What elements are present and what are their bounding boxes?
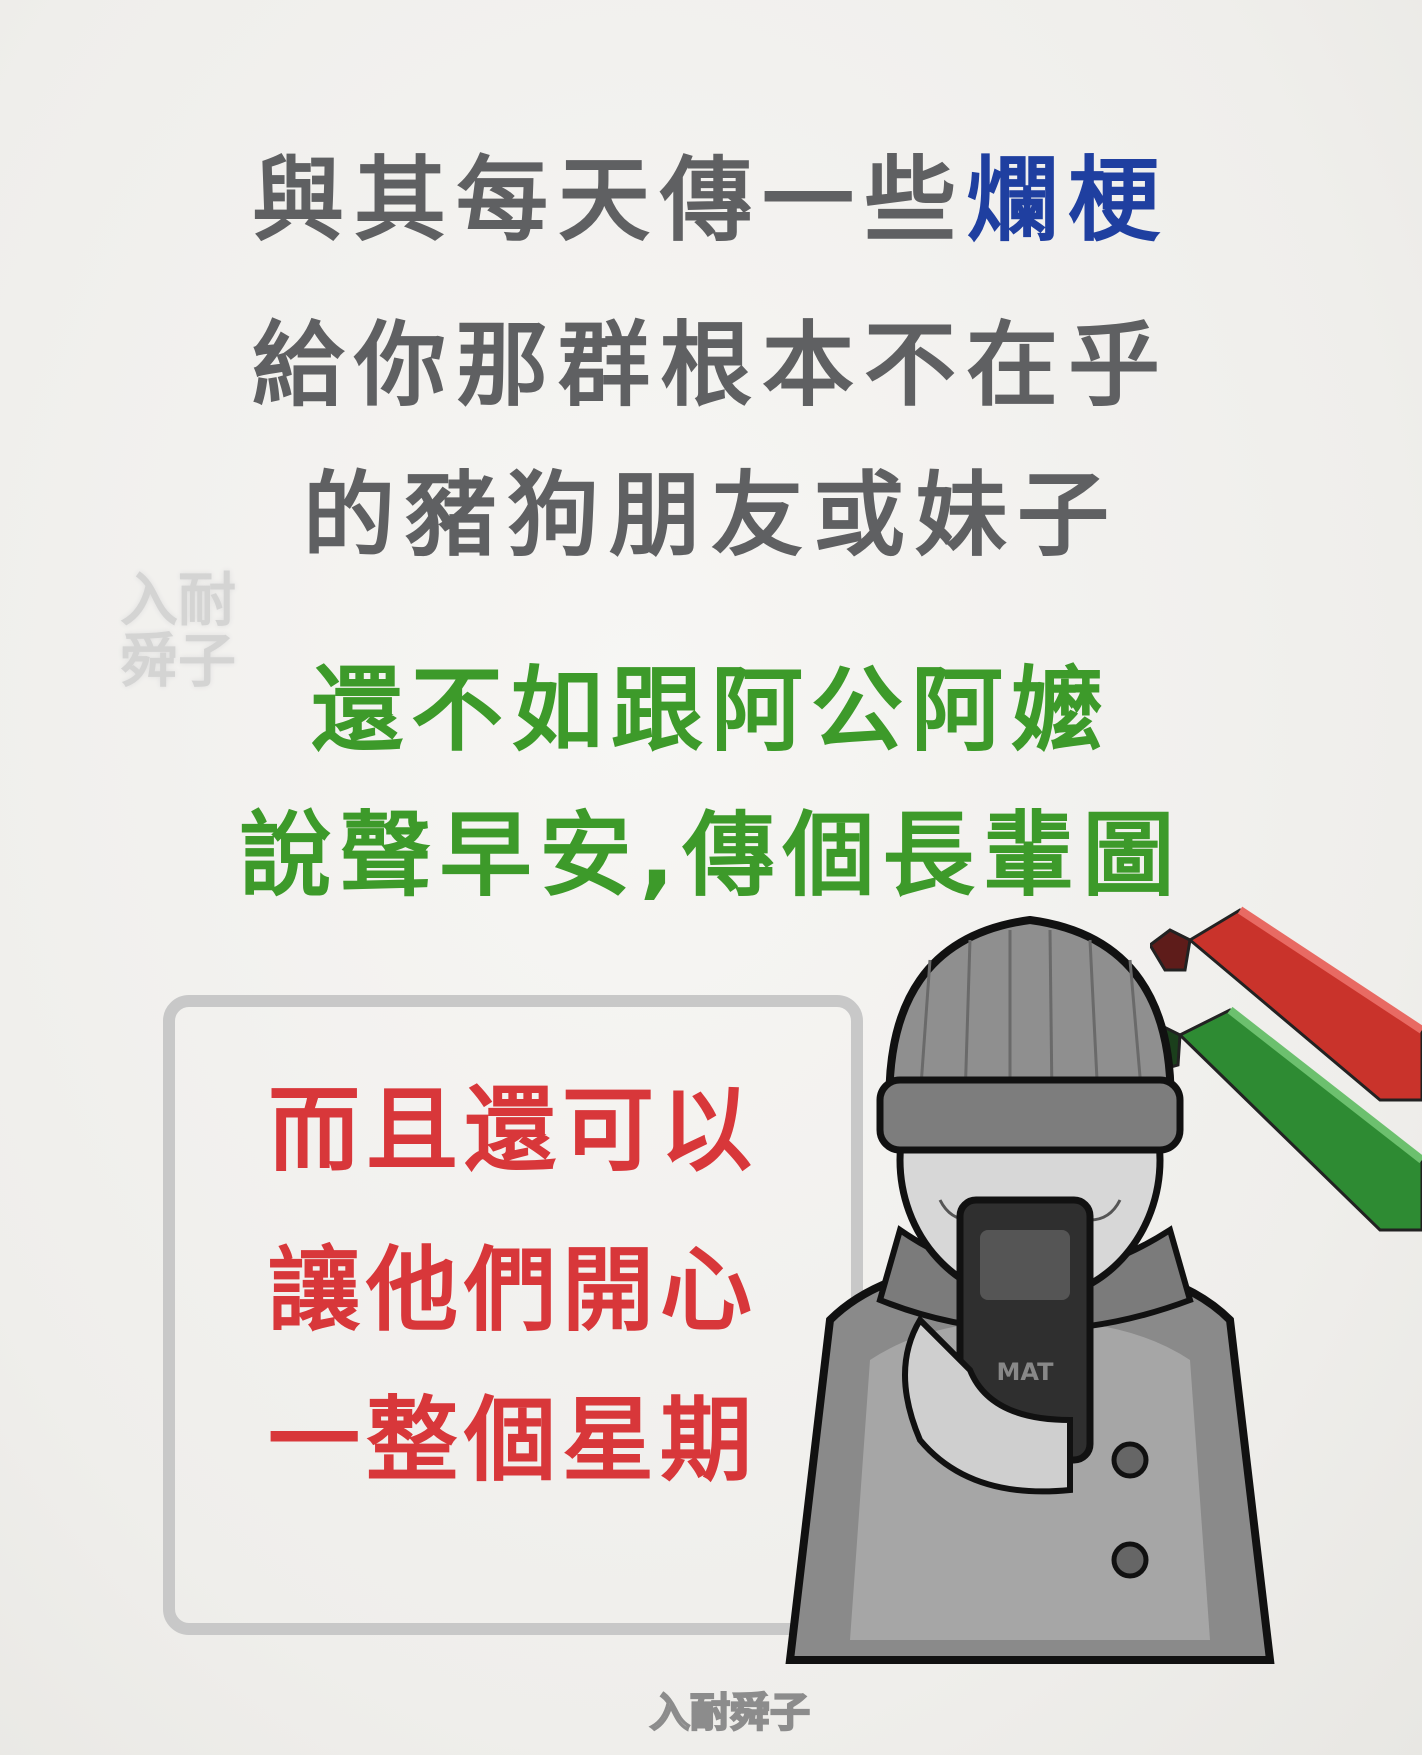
hat-brim bbox=[876, 1076, 1184, 1154]
line-1-gray-text: 與其每天傳一些 bbox=[251, 147, 966, 254]
box-line-1: 而且還可以 bbox=[267, 1077, 758, 1184]
hat-shape bbox=[885, 915, 1175, 1124]
line-1: 與其每天傳一些爛梗 bbox=[0, 155, 1422, 247]
line-4: 還不如跟阿公阿嬤 bbox=[310, 657, 1111, 764]
phone-screen bbox=[980, 1230, 1070, 1300]
watermark-bottom: 入耐舜子 bbox=[649, 1689, 811, 1737]
line-1-blue-text: 爛梗 bbox=[966, 147, 1171, 254]
watermark-left-top: 入耐 bbox=[119, 566, 236, 634]
red-marker bbox=[1150, 906, 1422, 1102]
box-line-2: 讓他們開心 bbox=[267, 1237, 758, 1344]
watermark-left: 入耐 舜子 bbox=[78, 570, 278, 780]
phone-label: MAT bbox=[997, 1358, 1055, 1386]
coat-button-1 bbox=[1111, 1441, 1149, 1479]
hand-shape bbox=[902, 1315, 1073, 1495]
callout-box bbox=[163, 995, 863, 1635]
grandma-illustration: MAT bbox=[785, 915, 1275, 1664]
coat-button-2 bbox=[1111, 1541, 1149, 1579]
box-line-3: 一整個星期 bbox=[267, 1387, 758, 1494]
line-3: 的豬狗朋友或妹子 bbox=[302, 462, 1119, 569]
line-2: 給你那群根本不在乎 bbox=[251, 312, 1170, 419]
watermark-left-bottom: 舜子 bbox=[119, 626, 236, 695]
line-5: 說聲早安,傳個長輩圖 bbox=[239, 802, 1183, 909]
